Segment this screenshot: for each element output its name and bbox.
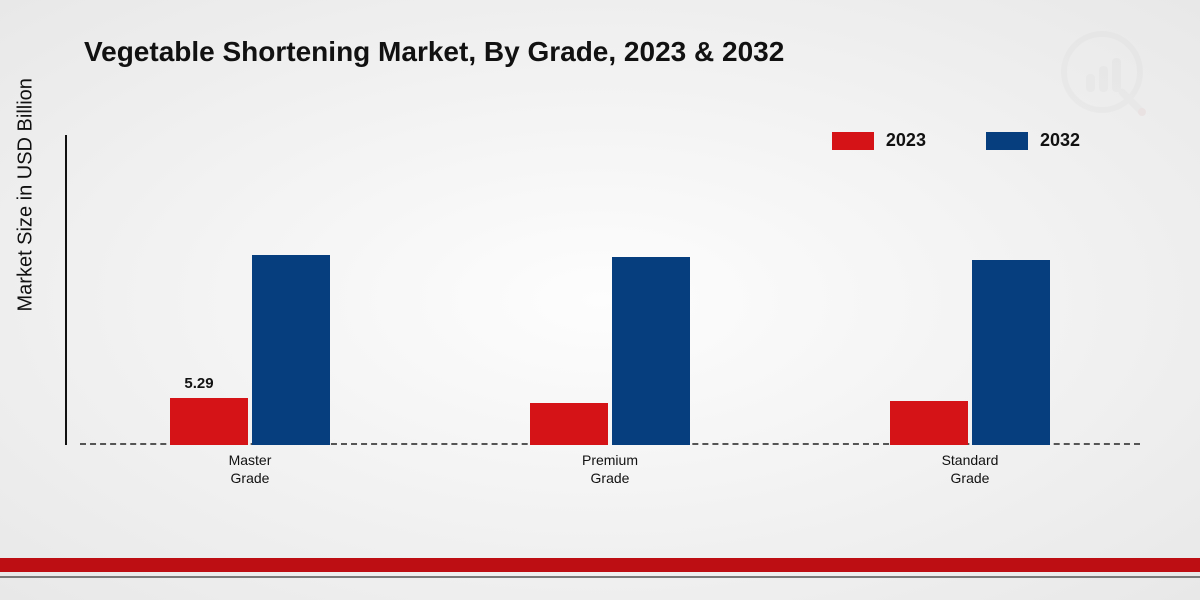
bar-standard-2032	[972, 260, 1050, 446]
legend-label-2023: 2023	[886, 130, 926, 151]
bar-group-master: 5.29	[160, 255, 340, 445]
footer-thin-line	[0, 576, 1200, 578]
bar-premium-2023	[530, 403, 608, 445]
x-label-premium: Premium Grade	[520, 452, 700, 487]
chart-legend: 2023 2032	[832, 130, 1080, 151]
chart-plot-area: 5.29	[80, 180, 1140, 445]
x-label-master: Master Grade	[160, 452, 340, 487]
legend-swatch-2032	[986, 132, 1028, 150]
chart-title: Vegetable Shortening Market, By Grade, 2…	[84, 36, 784, 68]
legend-label-2032: 2032	[1040, 130, 1080, 151]
legend-item-2023: 2023	[832, 130, 926, 151]
bar-group-standard	[880, 260, 1060, 446]
x-label-master-l1: Master	[229, 452, 272, 468]
bar-master-2023	[170, 398, 248, 445]
footer-accent-bar	[0, 558, 1200, 572]
legend-swatch-2023	[832, 132, 874, 150]
y-axis-label: Market Size in USD Billion	[15, 78, 38, 311]
x-label-master-l2: Grade	[231, 470, 270, 486]
brand-logo	[1060, 30, 1150, 125]
bar-standard-2023	[890, 401, 968, 445]
y-axis-line	[65, 135, 67, 445]
x-label-premium-l2: Grade	[591, 470, 630, 486]
bar-premium-2032	[612, 257, 690, 445]
x-label-premium-l1: Premium	[582, 452, 638, 468]
x-label-standard-l2: Grade	[951, 470, 990, 486]
x-label-standard-l1: Standard	[942, 452, 999, 468]
x-label-standard: Standard Grade	[880, 452, 1060, 487]
value-label-master-2023: 5.29	[160, 375, 238, 392]
legend-item-2032: 2032	[986, 130, 1080, 151]
bar-group-premium	[520, 257, 700, 445]
bar-master-2032	[252, 255, 330, 445]
